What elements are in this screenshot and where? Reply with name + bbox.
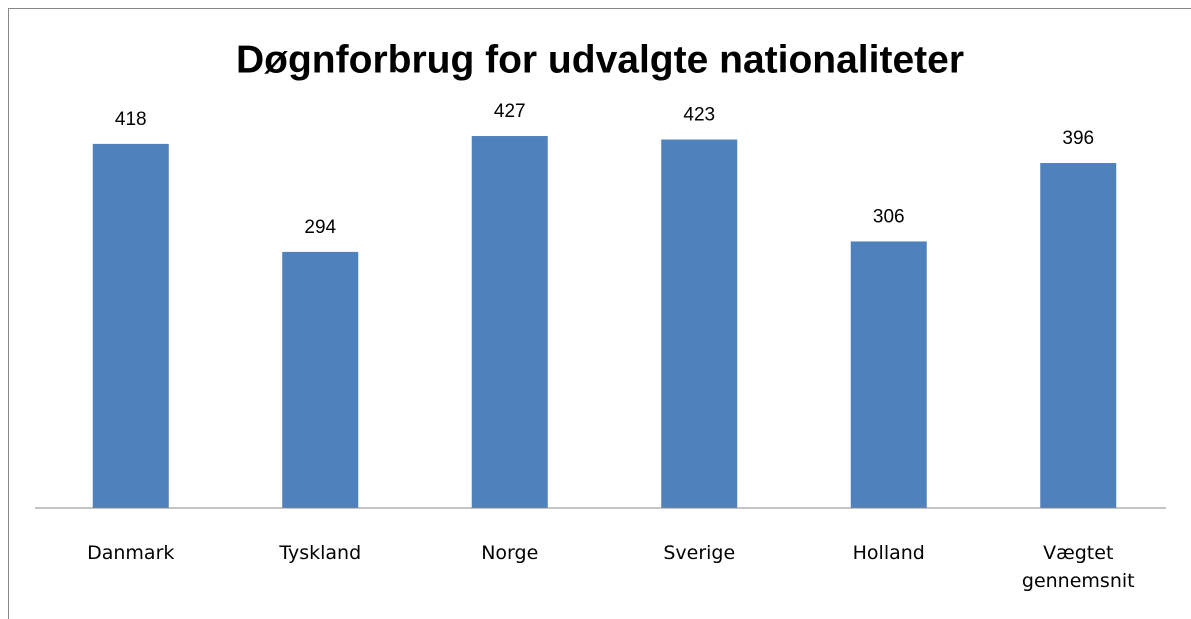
bar [471, 136, 548, 508]
x-tick-label: Vægtet gennemsnit [1021, 542, 1135, 592]
x-tick-label: Danmark [87, 542, 175, 564]
x-tick-label: Holland [852, 542, 925, 564]
bar [850, 241, 927, 508]
data-label: 306 [873, 206, 905, 227]
bar [282, 251, 359, 509]
bar [1040, 163, 1117, 509]
data-label: 427 [494, 101, 526, 122]
data-label: 396 [1062, 128, 1094, 149]
data-label: 294 [304, 217, 336, 238]
x-tick-label: Tyskland [279, 542, 362, 564]
x-tick-label: Norge [481, 542, 539, 564]
chart-title: Døgnforbrug for udvalgte nationaliteter [236, 38, 964, 81]
bar [92, 143, 169, 508]
data-label: 423 [683, 105, 715, 126]
chart-frame [8, 8, 1191, 619]
data-label: 418 [115, 109, 147, 130]
x-tick-label: Sverige [663, 542, 736, 564]
bar [661, 139, 738, 508]
